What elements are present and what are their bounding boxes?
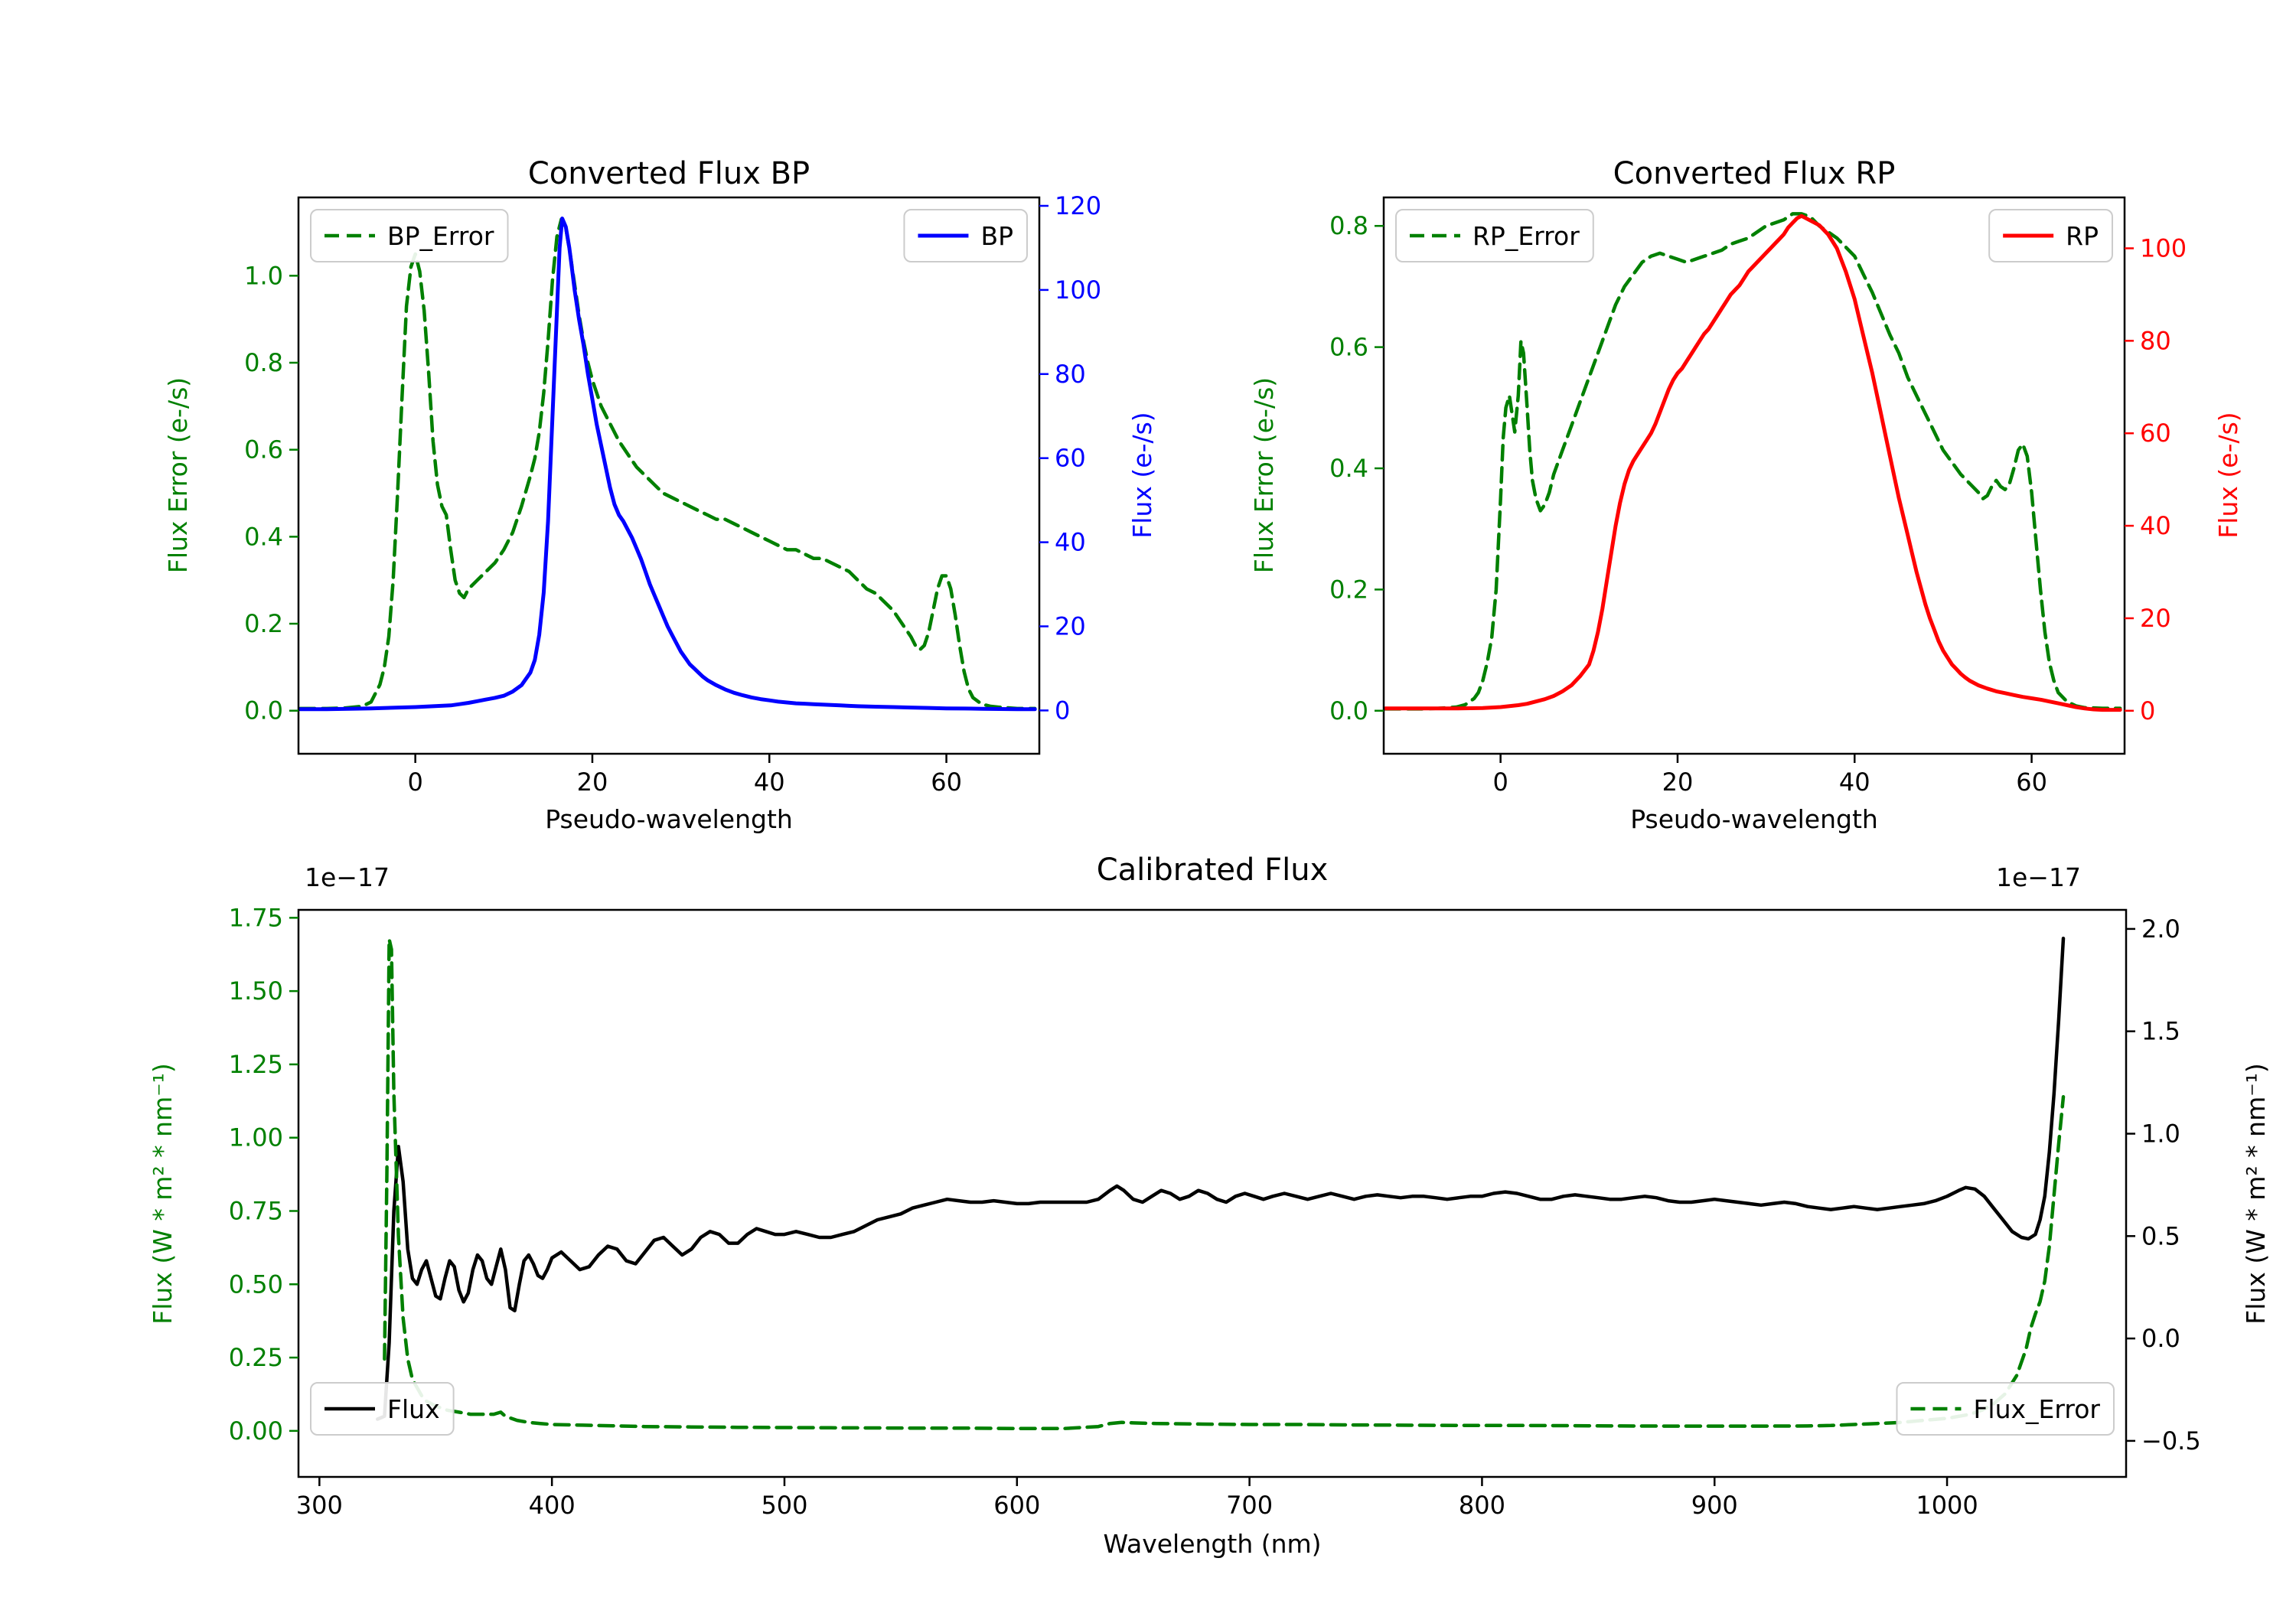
- rp-y-left-tick-label: 0.2: [1329, 575, 1368, 604]
- rp-y-left-tick-label: 0.0: [1329, 696, 1368, 725]
- rp-x-tick-label: 40: [1839, 768, 1870, 797]
- calibrated-axes-box: [297, 908, 2128, 1478]
- chart-bp-ylabel-left: Flux Error (e-/s): [163, 376, 193, 574]
- calibrated-y-right-tick-label: 2.0: [2141, 914, 2180, 944]
- calibrated-x-tick-label: 1000: [1916, 1491, 1978, 1520]
- bp-y-right-tick-label: 120: [1055, 191, 1101, 220]
- rp-y-right-tick-label: 60: [2140, 419, 2171, 448]
- rp-legend-box: [1395, 209, 1594, 262]
- rp-y-left-tick-label: 0.8: [1329, 211, 1368, 240]
- chart-calibrated-xlabel: Wavelength (nm): [1103, 1529, 1322, 1559]
- rp-x-tick-label: 0: [1492, 768, 1508, 797]
- calibrated-y-right-tick-label: 0.5: [2141, 1221, 2180, 1250]
- chart-bp-xlabel: Pseudo-wavelength: [545, 804, 793, 834]
- rp-x-tick-label: 60: [2016, 768, 2047, 797]
- calibrated-flux_error-line: [383, 937, 2066, 1431]
- rp-legend-label: RP: [2066, 221, 2099, 251]
- calibrated-y-right-tick-label: 1.0: [2141, 1119, 2180, 1148]
- bp-y-left-tick-label: 1.0: [244, 261, 283, 290]
- rp-legend-label: RP_Error: [1473, 221, 1580, 251]
- calibrated-y-right-tick-label: 1.5: [2141, 1017, 2180, 1046]
- calibrated-legend-box: [310, 1382, 455, 1436]
- bp-y-left-tick-label: 0.6: [244, 435, 283, 464]
- calibrated-x-tick-label: 900: [1691, 1491, 1738, 1520]
- bp-legend-label: BP_Error: [387, 221, 494, 251]
- calibrated-x-tick-label: 600: [993, 1491, 1040, 1520]
- bp-y-right-tick-label: 20: [1055, 611, 1086, 641]
- bp-y-left-tick-label: 0.8: [244, 348, 283, 377]
- bp-y-right-tick-label: 80: [1055, 360, 1086, 389]
- calibrated-legend-box: [1896, 1382, 2115, 1436]
- chart-rp-xlabel: Pseudo-wavelength: [1630, 804, 1878, 834]
- chart-calibrated-ylabel-left: Flux (W * m² * nm⁻¹): [148, 1063, 178, 1325]
- calibrated-y-left-tick-label: 0.50: [229, 1270, 283, 1299]
- rp-rp-line: [1384, 214, 2122, 712]
- chart-calibrated-offset-right: 1e−17: [1996, 862, 2081, 892]
- bp-y-left-tick-label: 0.4: [244, 522, 283, 551]
- calibrated-y-right-tick-label: 0.0: [2141, 1324, 2180, 1353]
- bp-legend-label: BP: [980, 221, 1013, 251]
- bp-y-right-tick-label: 100: [1055, 275, 1101, 305]
- rp-x-tick-label: 20: [1662, 768, 1694, 797]
- bp-axes-box: [297, 196, 1041, 755]
- calibrated-y-right-tick-label: −0.5: [2141, 1426, 2201, 1455]
- chart-bp-title: Converted Flux BP: [527, 156, 810, 191]
- bp-y-right-tick-label: 0: [1055, 696, 1070, 725]
- rp-y-right-tick-label: 0: [2140, 696, 2155, 725]
- bp-x-tick-label: 60: [931, 768, 962, 797]
- bp-y-left-tick-label: 0.2: [244, 609, 283, 638]
- calibrated-y-left-tick-label: 0.00: [229, 1416, 283, 1446]
- chart-calibrated-title: Calibrated Flux: [1096, 852, 1329, 888]
- bp-y-right-tick-label: 60: [1055, 444, 1086, 473]
- calibrated-y-left-tick-label: 0.25: [229, 1343, 283, 1372]
- rp-axes-box: [1382, 196, 2126, 755]
- calibrated-y-left-tick-label: 1.75: [229, 903, 283, 932]
- rp-y-right-tick-label: 100: [2140, 233, 2187, 262]
- bp-legend-box: [310, 209, 509, 262]
- bp-x-tick-label: 20: [577, 768, 608, 797]
- bp-y-left-tick-label: 0.0: [244, 696, 283, 725]
- bp-bp_error-line: [298, 217, 1037, 711]
- rp-y-right-tick-label: 20: [2140, 604, 2171, 633]
- calibrated-x-tick-label: 700: [1226, 1491, 1273, 1520]
- chart-calibrated-ylabel-right: Flux (W * m² * nm⁻¹): [2241, 1063, 2271, 1325]
- bp-x-tick-label: 40: [754, 768, 785, 797]
- bp-y-right-tick-label: 40: [1055, 528, 1086, 557]
- calibrated-x-tick-label: 500: [761, 1491, 807, 1520]
- chart-rp-ylabel-left: Flux Error (e-/s): [1249, 376, 1279, 574]
- bp-bp-line: [298, 217, 1037, 712]
- chart-rp-title: Converted Flux RP: [1613, 156, 1896, 191]
- calibrated-series-group: [376, 936, 2066, 1431]
- chart-rp-ylabel-right: Flux (e-/s): [2213, 412, 2243, 539]
- rp-y-left-tick-label: 0.6: [1329, 333, 1368, 362]
- rp-y-left-tick-label: 0.4: [1329, 454, 1368, 483]
- calibrated-x-tick-label: 400: [529, 1491, 576, 1520]
- calibrated-y-left-tick-label: 1.00: [229, 1123, 283, 1152]
- rp-y-right-tick-label: 80: [2140, 326, 2171, 355]
- calibrated-legend-label: Flux_Error: [1973, 1394, 2100, 1424]
- calibrated-y-left-tick-label: 1.50: [229, 976, 283, 1006]
- calibrated-x-tick-label: 300: [296, 1491, 343, 1520]
- calibrated-flux-line: [376, 936, 2066, 1421]
- rp-y-right-tick-label: 40: [2140, 511, 2171, 540]
- chart-calibrated-offset-left: 1e−17: [305, 862, 390, 892]
- bp-series-group: [298, 217, 1037, 712]
- calibrated-x-tick-label: 800: [1459, 1491, 1505, 1520]
- chart-bp-ylabel-right: Flux (e-/s): [1127, 412, 1157, 539]
- bp-x-tick-label: 0: [407, 768, 422, 797]
- rp-rp_error-line: [1384, 212, 2122, 711]
- calibrated-y-left-tick-label: 0.75: [229, 1196, 283, 1225]
- rp-series-group: [1384, 212, 2122, 712]
- calibrated-y-left-tick-label: 1.25: [229, 1050, 283, 1079]
- calibrated-legend-label: Flux: [387, 1394, 440, 1424]
